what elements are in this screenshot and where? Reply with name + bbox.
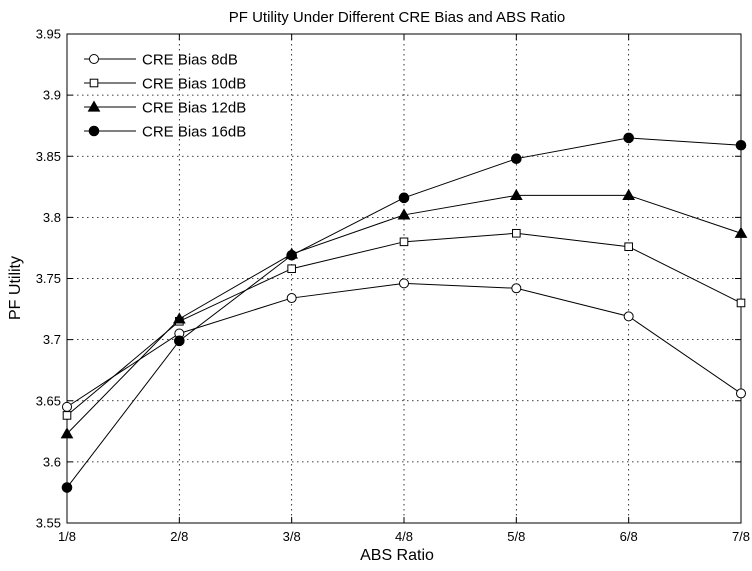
data-point bbox=[399, 278, 409, 289]
chart-title: PF Utility Under Different CRE Bias and … bbox=[229, 9, 566, 26]
data-point bbox=[623, 132, 634, 144]
x-axis-title: ABS Ratio bbox=[360, 547, 434, 564]
x-tick-label: 6/8 bbox=[620, 529, 638, 544]
data-point bbox=[623, 311, 634, 322]
legend-marker bbox=[89, 54, 99, 64]
data-point bbox=[512, 228, 521, 238]
y-tick-label: 3.75 bbox=[36, 271, 61, 286]
grid-lines bbox=[67, 34, 741, 523]
data-point bbox=[62, 401, 72, 412]
data-point bbox=[286, 293, 297, 304]
y-tick-label: 3.9 bbox=[43, 88, 61, 103]
y-axis-title: PF Utility bbox=[7, 256, 24, 320]
data-point bbox=[399, 237, 409, 247]
series-3 bbox=[60, 188, 748, 439]
legend-label: CRE Bias 16dB bbox=[142, 124, 246, 141]
data-point bbox=[734, 226, 748, 238]
legend-marker bbox=[88, 125, 100, 137]
data-point bbox=[61, 482, 73, 493]
data-point bbox=[286, 249, 297, 261]
x-tick-label: 1/8 bbox=[58, 529, 76, 544]
data-point bbox=[736, 298, 746, 308]
data-point bbox=[172, 312, 186, 324]
legend-item: CRE Bias 8dB bbox=[84, 52, 238, 69]
y-tick-label: 3.8 bbox=[43, 210, 61, 225]
legend-label: CRE Bias 10dB bbox=[142, 76, 246, 93]
axes: 1/8 2/8 3/8 4/8 5/8 6/8 7/8 3.55 3.6 3.65 3.7 3.75 3… bbox=[36, 27, 750, 545]
series-4 bbox=[61, 132, 747, 493]
data-point bbox=[511, 283, 522, 294]
y-tick-label: 3.85 bbox=[36, 149, 61, 164]
x-tick-label: 5/8 bbox=[507, 529, 525, 544]
legend-label: CRE Bias 8dB bbox=[142, 52, 238, 69]
x-tick-label: 2/8 bbox=[170, 529, 188, 544]
data-point bbox=[174, 335, 185, 347]
legend-item: CRE Bias 10dB bbox=[84, 76, 246, 93]
x-tick-label: 3/8 bbox=[283, 529, 301, 544]
x-tick-label: 7/8 bbox=[732, 529, 750, 544]
data-point bbox=[736, 388, 746, 399]
y-tick-label: 3.65 bbox=[36, 393, 61, 408]
legend-item: CRE Bias 12dB bbox=[84, 100, 246, 117]
legend-marker bbox=[89, 78, 99, 88]
y-tick-label: 3.7 bbox=[43, 332, 61, 347]
legend: CRE Bias 8dB CRE Bias 10dB CRE Bias 12dB CR… bbox=[84, 52, 246, 141]
data-point bbox=[509, 188, 523, 200]
data-point bbox=[60, 427, 74, 439]
y-tick-label: 3.6 bbox=[43, 454, 61, 469]
y-tick-label: 3.55 bbox=[36, 516, 61, 531]
legend-marker bbox=[87, 100, 101, 112]
data-point bbox=[622, 188, 636, 200]
data-point bbox=[511, 153, 522, 164]
y-tick-label: 3.95 bbox=[36, 27, 61, 42]
data-point bbox=[735, 139, 747, 151]
data-point bbox=[624, 242, 633, 252]
series-group bbox=[60, 132, 748, 493]
legend-label: CRE Bias 12dB bbox=[142, 100, 246, 117]
data-point bbox=[62, 411, 72, 420]
data-point bbox=[397, 208, 411, 220]
data-point bbox=[287, 264, 296, 274]
x-tick-label: 4/8 bbox=[395, 529, 413, 544]
legend-item: CRE Bias 16dB bbox=[84, 124, 246, 141]
series-1 bbox=[62, 278, 746, 412]
data-point bbox=[398, 192, 410, 204]
